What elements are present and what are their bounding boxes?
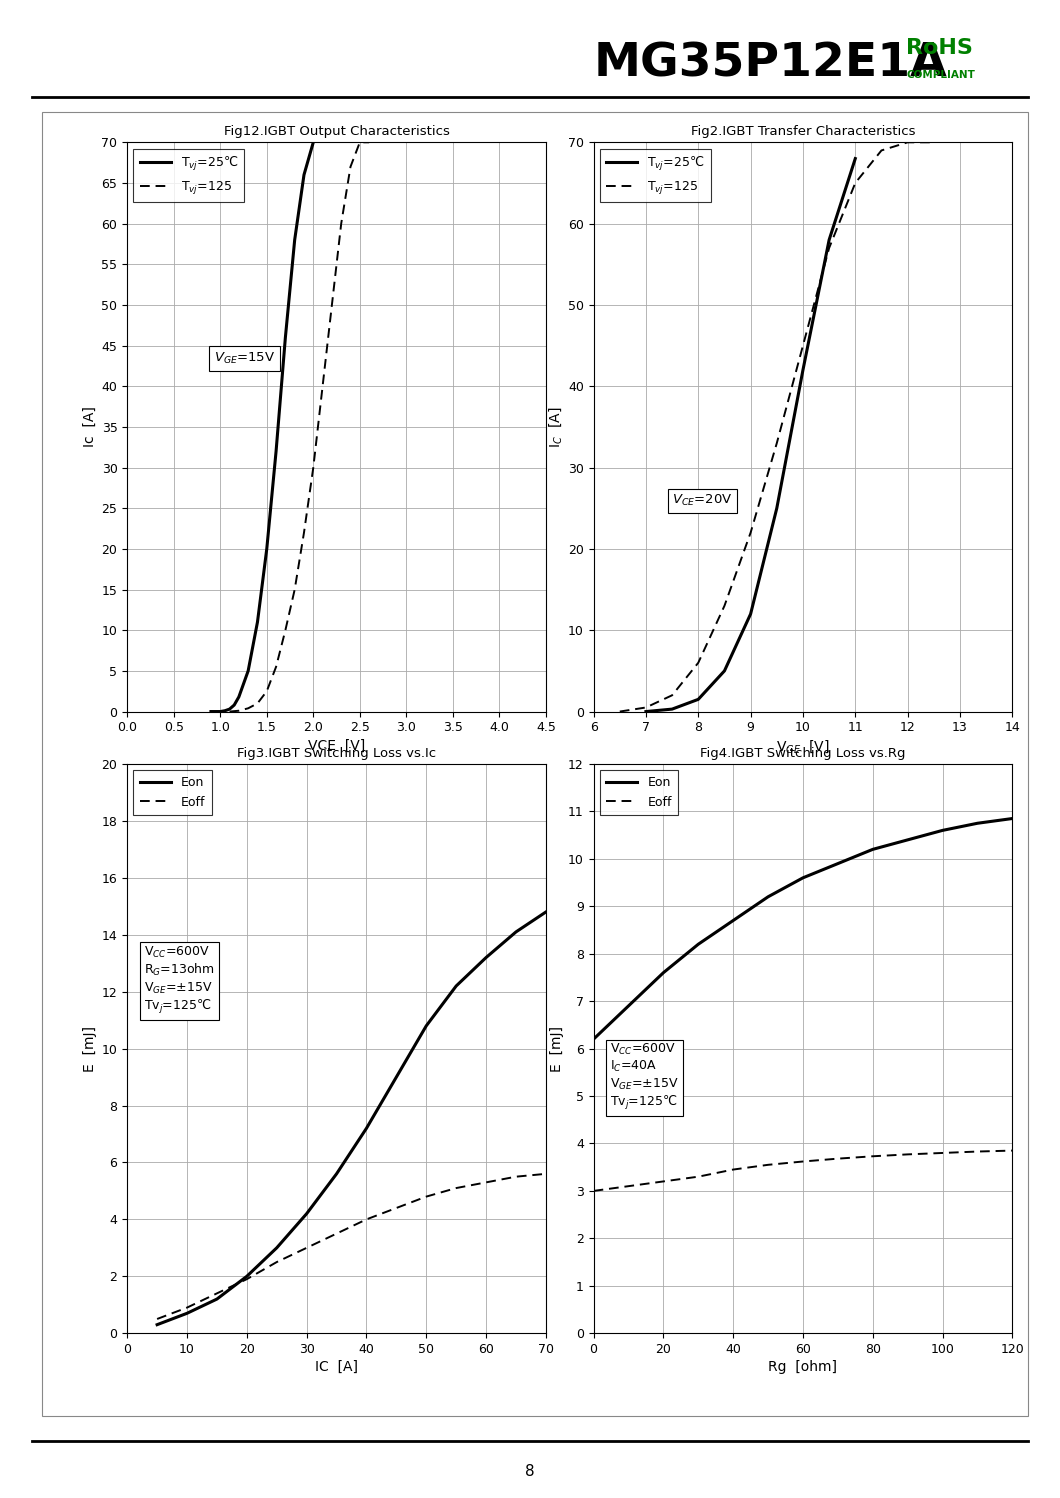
- X-axis label: Rg  [ohm]: Rg [ohm]: [768, 1360, 837, 1374]
- Legend: T$_{vj}$=25℃, T$_{vj}$=125: T$_{vj}$=25℃, T$_{vj}$=125: [134, 148, 245, 202]
- Title: Fig12.IGBT Output Characteristics: Fig12.IGBT Output Characteristics: [224, 126, 449, 138]
- Title: Fig3.IGBT Switching Loss vs.Ic: Fig3.IGBT Switching Loss vs.Ic: [237, 748, 436, 759]
- X-axis label: IC  [A]: IC [A]: [315, 1360, 358, 1374]
- X-axis label: V$_{GE}$  [V]: V$_{GE}$ [V]: [776, 739, 830, 755]
- Text: $V_{CE}$=20V: $V_{CE}$=20V: [672, 493, 732, 508]
- Text: $V_{GE}$=15V: $V_{GE}$=15V: [214, 351, 276, 366]
- Legend: T$_{vj}$=25℃, T$_{vj}$=125: T$_{vj}$=25℃, T$_{vj}$=125: [600, 148, 711, 202]
- Legend: Eon, Eoff: Eon, Eoff: [134, 770, 212, 815]
- Title: Fig4.IGBT Switching Loss vs.Rg: Fig4.IGBT Switching Loss vs.Rg: [701, 748, 905, 759]
- Text: RoHS: RoHS: [906, 37, 973, 58]
- Text: 8: 8: [525, 1464, 535, 1479]
- Text: MG35P12E1A: MG35P12E1A: [594, 42, 948, 87]
- X-axis label: VCE  [V]: VCE [V]: [307, 739, 366, 752]
- Y-axis label: E  [mJ]: E [mJ]: [84, 1026, 98, 1071]
- Y-axis label: I$_C$  [A]: I$_C$ [A]: [547, 406, 564, 448]
- Y-axis label: Ic  [A]: Ic [A]: [84, 406, 98, 448]
- Text: COMPLIANT: COMPLIANT: [906, 70, 975, 79]
- Text: V$_{CC}$=600V
R$_{G}$=13ohm
V$_{GE}$=±15V
Tv$_{j}$=125℃: V$_{CC}$=600V R$_{G}$=13ohm V$_{GE}$=±15…: [144, 945, 215, 1016]
- Legend: Eon, Eoff: Eon, Eoff: [600, 770, 678, 815]
- Y-axis label: E  [mJ]: E [mJ]: [550, 1026, 564, 1071]
- Title: Fig2.IGBT Transfer Characteristics: Fig2.IGBT Transfer Characteristics: [691, 126, 915, 138]
- Text: V$_{CC}$=600V
I$_{C}$=40A
V$_{GE}$=±15V
Tv$_{j}$=125℃: V$_{CC}$=600V I$_{C}$=40A V$_{GE}$=±15V …: [611, 1043, 679, 1112]
